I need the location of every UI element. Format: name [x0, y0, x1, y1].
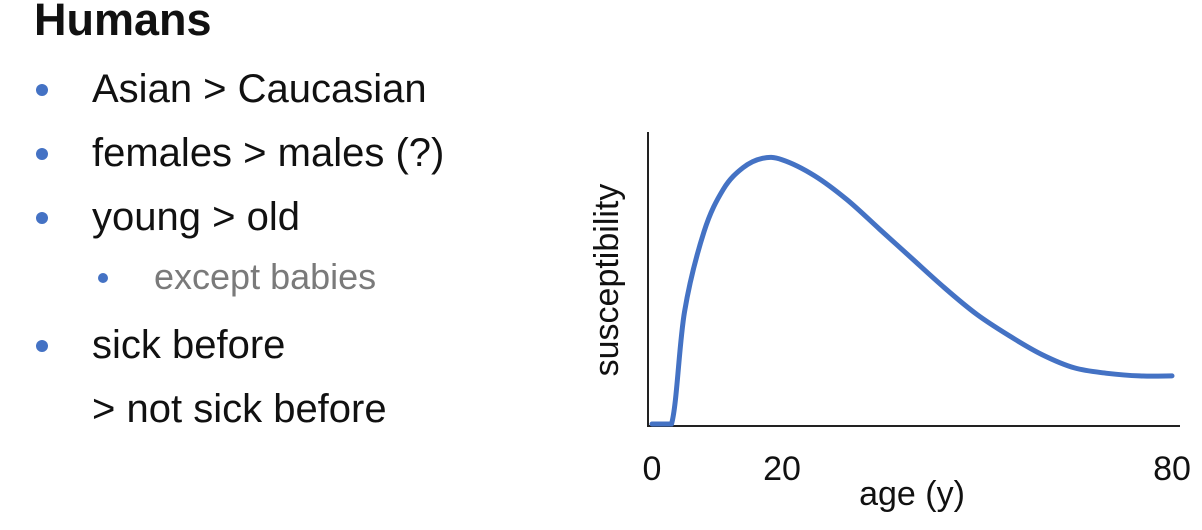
bullet-dot-icon — [98, 273, 108, 283]
bullet-dot-icon — [36, 212, 48, 224]
bullet-dot-icon — [36, 84, 48, 96]
bullet-text: sick before — [92, 323, 286, 367]
bullet-text: young > old — [92, 195, 300, 239]
bullet-continuation-text: > not sick before — [92, 387, 387, 431]
bullet-text: females > males (?) — [92, 131, 445, 175]
x-tick-label: 20 — [763, 450, 801, 488]
susceptibility-curve — [649, 154, 1175, 427]
x-tick-label: 0 — [643, 450, 662, 488]
bullet-dot-icon — [36, 148, 48, 160]
y-axis-label: susceptibility — [588, 184, 626, 377]
slide-title: Humans — [34, 0, 212, 45]
x-axis-label: age (y) — [859, 475, 965, 513]
x-tick-labels: 0 20 80 — [643, 450, 1191, 488]
bullet-dot-icon — [36, 340, 48, 352]
x-tick-label: 80 — [1153, 450, 1191, 488]
sub-bullet-text: except babies — [154, 256, 377, 297]
bullet-text: Asian > Caucasian — [92, 67, 427, 111]
